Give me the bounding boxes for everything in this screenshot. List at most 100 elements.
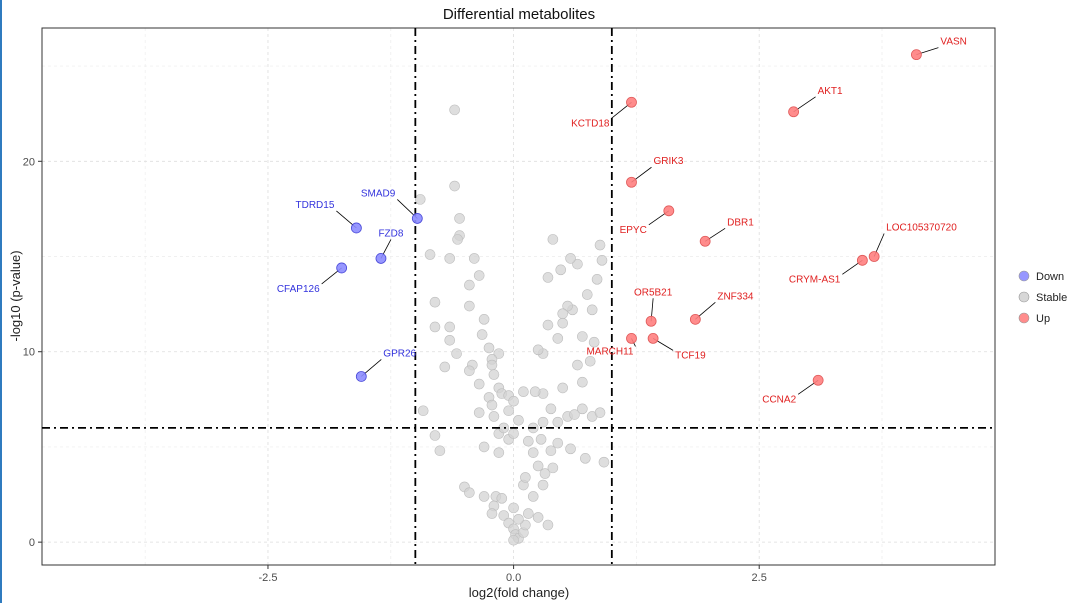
window-left-edge: [0, 0, 2, 603]
legend-key-up: [1018, 312, 1030, 324]
up-point: [645, 315, 657, 327]
up-point: [626, 176, 637, 188]
point-label: OR5B21: [634, 287, 673, 298]
y-tick-label: 20: [23, 156, 35, 168]
stable-point: [562, 300, 573, 312]
up-point: [626, 332, 637, 344]
stable-point: [454, 213, 465, 224]
legend-label-up: Up: [1036, 313, 1050, 325]
point-label: AKT1: [818, 86, 843, 97]
point-label: SMAD9: [361, 188, 396, 199]
y-tick-label: 0: [29, 537, 35, 549]
up-point: [856, 254, 868, 266]
stable-point: [473, 407, 485, 418]
stable-point: [529, 386, 541, 398]
legend-key-down: [1018, 270, 1030, 282]
point-label: VASN: [940, 37, 967, 48]
stable-point: [572, 258, 583, 270]
stable-point: [508, 502, 519, 514]
stable-point: [486, 508, 498, 519]
stable-point: [478, 491, 490, 502]
stable-point: [598, 456, 610, 468]
stable-point: [508, 534, 519, 546]
point-label: TDRD15: [295, 200, 334, 211]
y-axis-label: -log10 (p-value): [8, 250, 23, 341]
stable-point: [449, 104, 460, 116]
stable-point: [542, 319, 554, 331]
stable-point: [584, 355, 596, 367]
stable-point: [527, 491, 539, 502]
stable-point: [552, 437, 564, 449]
stable-point: [493, 447, 505, 458]
chart-title: Differential metabolites: [443, 6, 595, 23]
stable-point: [444, 334, 456, 346]
stable-point: [572, 359, 583, 371]
point-label: GPR26: [383, 348, 416, 359]
stable-point: [577, 403, 588, 415]
stable-point: [483, 342, 495, 354]
stable-point: [552, 333, 564, 344]
stable-point: [508, 428, 519, 439]
point-label: LOC105370720: [886, 223, 957, 234]
up-point: [788, 106, 799, 118]
point-label: EPYC: [620, 225, 647, 236]
stable-point: [464, 300, 475, 312]
stable-point: [473, 270, 485, 281]
stable-point: [513, 414, 524, 426]
x-tick-label: -2.5: [258, 572, 277, 584]
down-point: [350, 222, 362, 234]
stable-point: [565, 253, 576, 264]
stable-point: [518, 386, 529, 398]
stable-point: [588, 336, 600, 348]
stable-point: [527, 447, 539, 458]
stable-point: [591, 274, 603, 285]
stable-point: [594, 407, 606, 418]
stable-point: [565, 443, 576, 455]
stable-point: [542, 519, 554, 531]
stable-point: [473, 378, 485, 390]
stable-point: [444, 253, 456, 264]
stable-point: [520, 472, 531, 483]
stable-point: [569, 409, 580, 420]
up-point: [868, 251, 880, 262]
stable-point: [557, 308, 569, 319]
stable-point: [547, 462, 559, 474]
stable-point: [429, 321, 441, 333]
stable-point: [539, 468, 551, 479]
stable-point: [424, 249, 436, 260]
y-tick-label: 10: [23, 347, 35, 359]
stable-point: [478, 314, 490, 325]
x-axis-label: log2(fold change): [469, 585, 569, 600]
stable-point: [414, 194, 426, 205]
stable-point: [464, 279, 475, 291]
down-point: [411, 213, 423, 224]
stable-point: [498, 422, 510, 434]
stable-point: [464, 487, 475, 498]
stable-point: [596, 255, 608, 266]
stable-point: [452, 234, 463, 245]
stable-point: [547, 234, 559, 245]
stable-point: [444, 321, 456, 333]
point-label: CFAP126: [277, 284, 320, 295]
stable-point: [532, 512, 544, 523]
legend-key-stable: [1018, 291, 1030, 303]
up-point: [812, 374, 824, 386]
stable-point: [545, 445, 557, 457]
plot-frame: [41, 27, 996, 566]
stable-point: [523, 508, 534, 519]
stable-point: [488, 369, 500, 380]
stable-point: [496, 493, 508, 504]
point-label: KCTD18: [571, 118, 610, 129]
stable-point: [557, 317, 569, 329]
down-point: [375, 253, 387, 264]
stable-point: [586, 304, 598, 316]
stable-point: [557, 382, 569, 394]
stable-point: [493, 348, 505, 359]
stable-point: [535, 434, 547, 445]
stable-point: [532, 344, 544, 356]
stable-point: [545, 403, 557, 415]
stable-point: [581, 289, 593, 300]
up-point: [626, 96, 637, 108]
stable-point: [594, 239, 606, 251]
